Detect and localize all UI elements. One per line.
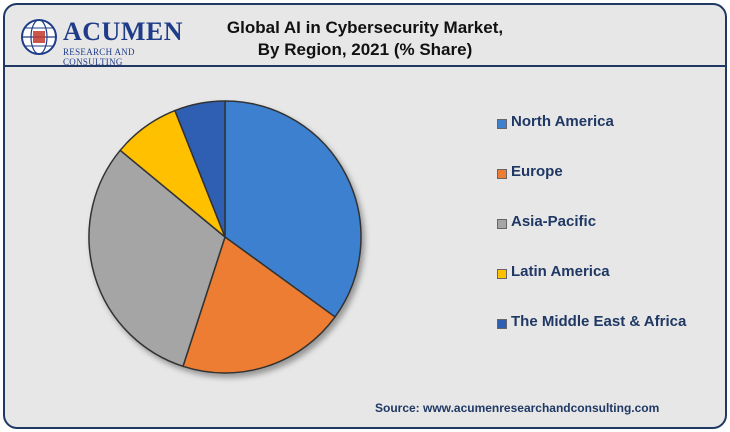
legend-swatch: [497, 169, 507, 179]
legend-label: Asia-Pacific: [511, 213, 597, 230]
legend-label: North America: [511, 113, 614, 130]
legend-swatch: [497, 119, 507, 129]
legend-swatch: [497, 219, 507, 229]
chart-title-line-2: By Region, 2021 (% Share): [257, 40, 473, 59]
header-divider: [5, 65, 725, 67]
legend-label: The Middle East & Africa: [511, 313, 687, 330]
legend-swatch: [497, 319, 507, 329]
chart-frame: ACUMEN RESEARCH AND CONSULTING Global AI…: [3, 3, 727, 429]
legend-label: Europe: [511, 163, 563, 180]
logo-name: ACUMEN: [63, 17, 183, 46]
pie-slice-north-america: [224, 100, 362, 318]
chart-title: Global AI in Cybersecurity Market, By Re…: [195, 17, 535, 61]
logo-subtitle: RESEARCH AND CONSULTING: [63, 47, 135, 67]
pie-slice-the-middle-east-africa: [174, 100, 226, 238]
pie-slice-europe: [182, 236, 336, 374]
globe-icon: [21, 19, 57, 55]
pie-slice-asia-pacific: [88, 149, 226, 368]
acumen-logo: ACUMEN RESEARCH AND CONSULTING: [19, 15, 189, 67]
pie-chart: [88, 100, 362, 374]
legend-swatch: [497, 269, 507, 279]
legend-label: Latin America: [511, 263, 610, 280]
source-note: Source: www.acumenresearchandconsulting.…: [375, 401, 660, 415]
chart-title-line-1: Global AI in Cybersecurity Market,: [226, 18, 504, 37]
